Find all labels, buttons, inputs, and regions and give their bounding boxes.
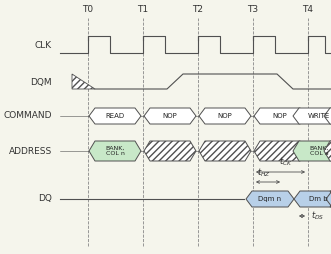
Polygon shape (144, 108, 196, 124)
Polygon shape (294, 191, 331, 207)
Text: BANK,
COL n: BANK, COL n (105, 146, 125, 156)
Text: T0: T0 (82, 6, 94, 14)
Polygon shape (324, 141, 331, 161)
Polygon shape (254, 141, 306, 161)
Text: Dqm n: Dqm n (259, 196, 282, 202)
Polygon shape (72, 74, 95, 89)
Polygon shape (254, 108, 306, 124)
Text: T3: T3 (248, 6, 259, 14)
Text: $t_{CK}$: $t_{CK}$ (279, 155, 292, 168)
Polygon shape (144, 141, 196, 161)
Text: BANK,
COL a: BANK, COL a (309, 146, 329, 156)
Text: WRITE: WRITE (308, 113, 330, 119)
Text: CLK: CLK (35, 41, 52, 51)
Text: NOP: NOP (273, 113, 287, 119)
Polygon shape (246, 191, 294, 207)
Polygon shape (89, 108, 141, 124)
Text: $t_{HZ}$: $t_{HZ}$ (257, 167, 271, 179)
Polygon shape (293, 108, 331, 124)
Text: NOP: NOP (163, 113, 177, 119)
Text: Dm b: Dm b (309, 196, 327, 202)
Polygon shape (326, 191, 331, 207)
Text: T2: T2 (193, 6, 204, 14)
Text: T4: T4 (303, 6, 313, 14)
Text: READ: READ (106, 113, 124, 119)
Text: $t_{DS}$: $t_{DS}$ (311, 210, 324, 222)
Text: DQ: DQ (38, 195, 52, 203)
Polygon shape (324, 108, 331, 124)
Text: DQM: DQM (30, 77, 52, 87)
Polygon shape (199, 108, 251, 124)
Text: T1: T1 (137, 6, 149, 14)
Text: COMMAND: COMMAND (4, 112, 52, 120)
Text: ADDRESS: ADDRESS (9, 147, 52, 155)
Text: NOP: NOP (217, 113, 232, 119)
Polygon shape (199, 141, 251, 161)
Polygon shape (293, 141, 331, 161)
Polygon shape (89, 141, 141, 161)
